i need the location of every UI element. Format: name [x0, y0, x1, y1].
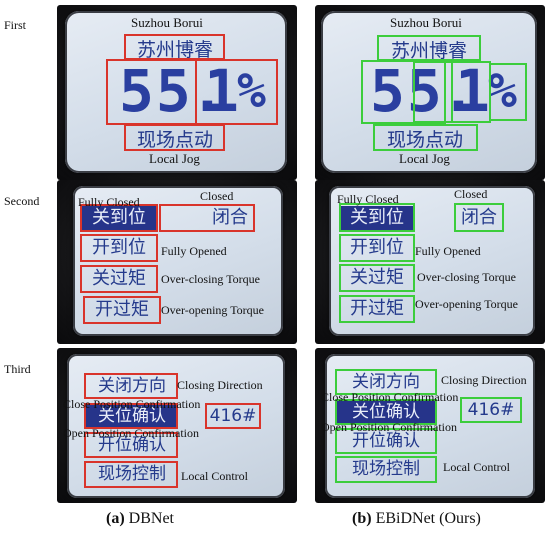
overopening-cn-text: 开过矩	[350, 298, 404, 319]
panel-second-ebidnet: 关到位 闭合 开到位 关过矩 开过矩 Fully Closed Closed F…	[315, 180, 545, 344]
detection-box	[80, 265, 158, 293]
closing-dir-en-label: Closing Direction	[177, 378, 263, 392]
caption-ebidnet-letter: (b)	[352, 510, 372, 527]
closed-cn-text: 闭合	[461, 207, 497, 228]
fully-closed-cn-text: 关到位	[341, 206, 413, 230]
detection-box	[84, 432, 178, 458]
detection-box	[124, 124, 225, 151]
detection-box	[335, 428, 437, 454]
code-text: 416#	[467, 400, 515, 420]
closing-dir-en-label: Closing Direction	[441, 373, 527, 387]
value-decimal-point: .	[441, 57, 478, 125]
detection-box	[195, 59, 278, 125]
fully-closed-en-label: Fully Closed	[78, 195, 140, 209]
detection-box	[413, 61, 453, 123]
detection-box	[335, 456, 437, 483]
closed-cn-text: 闭合	[212, 207, 248, 228]
brand-en-label: Suzhou Borui	[390, 15, 462, 30]
detection-box	[373, 124, 478, 151]
panel-second-dbnet: 关到位 闭合 开到位 关过矩 开过矩 Fully Closed Closed F…	[57, 180, 297, 344]
closed-en-label: Closed	[200, 189, 234, 203]
panel-first-dbnet: 苏州博睿 55 . 1 % 现场点动 Suzhou Borui Local Jo…	[57, 5, 297, 180]
close-pos-en-label: Close Position Confirmation	[321, 390, 459, 404]
overclosing-en-label: Over-closing Torque	[161, 272, 261, 286]
detection-box	[489, 63, 527, 121]
brand-cn-text: 苏州博睿	[136, 39, 213, 61]
mode-en-label: Local Jog	[399, 151, 450, 166]
panel-third-ebidnet: 关闭方向 关位确认 416# 开位确认 现场控制 Closing Directi…	[315, 348, 545, 503]
brand-cn-text: 苏州博睿	[390, 40, 467, 62]
overclosing-cn-text: 关过矩	[92, 268, 146, 289]
caption-ebidnet-name: EBiDNet (Ours)	[371, 510, 481, 527]
detection-box	[80, 234, 158, 262]
detection-box	[84, 373, 178, 399]
caption-dbnet: (a) DBNet	[106, 510, 174, 528]
detection-box	[339, 295, 415, 323]
overopening-en-label: Over-opening Torque	[415, 297, 519, 311]
panel-third-dbnet: 关闭方向 关位确认 416# 开位确认 现场控制 Closing Directi…	[57, 348, 297, 503]
value-unit: %	[488, 63, 519, 119]
value-integer: 55	[370, 57, 444, 125]
caption-ebidnet: (b) EBiDNet (Ours)	[352, 510, 481, 528]
panel-first-ebidnet: 苏州博睿 55 . 1 % 现场点动 Suzhou Borui Local Jo…	[315, 5, 545, 180]
closing-dir-cn-text: 关闭方向	[98, 376, 166, 396]
close-pos-en-label: Close Position Confirmation	[63, 397, 201, 411]
overopening-cn-text: 开过矩	[95, 299, 149, 320]
detection-box	[460, 397, 522, 423]
detection-box	[106, 59, 197, 125]
lcd-screen	[65, 11, 287, 173]
detection-box	[339, 203, 415, 232]
closed-en-label: Closed	[454, 187, 488, 201]
overclosing-en-label: Over-closing Torque	[417, 270, 517, 284]
lcd-screen	[321, 11, 537, 173]
brand-en-label: Suzhou Borui	[131, 15, 203, 30]
detection-box	[339, 264, 415, 292]
lcd-screen	[325, 354, 535, 498]
fully-opened-en-label: Fully Opened	[415, 244, 481, 258]
detection-box	[361, 60, 446, 124]
mode-en-label: Local Jog	[149, 151, 200, 166]
local-ctrl-en-label: Local Control	[181, 469, 248, 483]
fully-closed-cn-text: 关到位	[82, 206, 156, 230]
fully-opened-en-label: Fully Opened	[161, 244, 227, 258]
row-label-third: Third	[4, 362, 31, 376]
fully-opened-cn-text: 开到位	[350, 237, 404, 258]
detection-box	[335, 369, 437, 395]
row-label-first: First	[4, 18, 27, 32]
value-decimal: 1	[204, 57, 241, 125]
mode-cn-text: 现场点动	[136, 129, 213, 151]
close-pos-cn-text: 关位确认	[337, 401, 435, 423]
value-integer: 55	[119, 57, 193, 125]
mode-cn-text: 现场点动	[386, 129, 463, 151]
detection-box	[83, 296, 161, 324]
open-pos-cn-text: 开位确认	[352, 431, 420, 451]
open-pos-en-label: Open Position Confirmation	[321, 420, 457, 434]
open-pos-en-label: Open Position Confirmation	[63, 426, 199, 440]
detection-box	[451, 61, 491, 123]
detection-box	[84, 461, 178, 488]
fully-closed-en-label: Fully Closed	[337, 192, 399, 206]
detection-box	[84, 403, 178, 429]
detection-box	[339, 234, 415, 262]
local-ctrl-en-label: Local Control	[443, 460, 510, 474]
caption-dbnet-name: DBNet	[124, 510, 174, 527]
local-ctrl-cn-text: 现场控制	[98, 464, 166, 484]
detection-box	[335, 399, 437, 425]
caption-dbnet-letter: (a)	[106, 510, 125, 527]
detection-box	[454, 203, 504, 232]
detection-box	[80, 204, 158, 232]
detection-box	[205, 403, 261, 429]
open-pos-cn-text: 开位确认	[98, 435, 166, 455]
fully-opened-cn-text: 开到位	[92, 237, 146, 258]
value-unit: %	[237, 63, 268, 119]
detection-box	[159, 204, 255, 232]
closing-dir-cn-text: 关闭方向	[352, 372, 420, 392]
code-text: 416#	[209, 406, 257, 426]
overopening-en-label: Over-opening Torque	[161, 303, 265, 317]
local-ctrl-cn-text: 现场控制	[352, 459, 420, 479]
overclosing-cn-text: 关过矩	[350, 267, 404, 288]
close-pos-cn-text: 关位确认	[86, 405, 178, 427]
value-decimal: 1	[455, 57, 492, 125]
row-label-second: Second	[4, 194, 40, 208]
